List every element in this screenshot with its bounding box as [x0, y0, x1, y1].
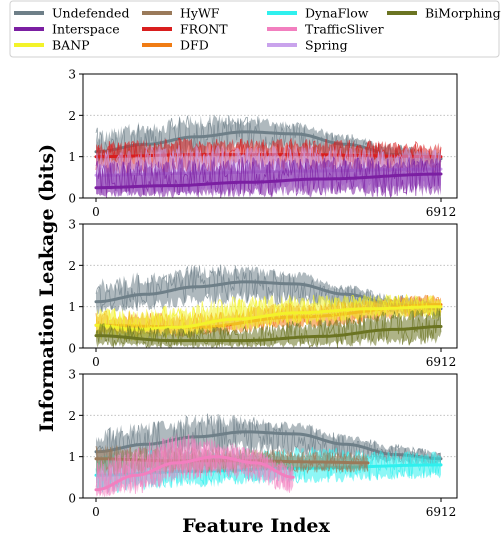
x-tick-label: 0 — [92, 205, 100, 219]
chart-panel-2: 0 1 2 3 0 6912 — [68, 218, 458, 369]
y-tick-label: 2 — [68, 109, 76, 123]
y-tick-label: 2 — [68, 259, 76, 273]
legend-label: FRONT — [180, 22, 228, 37]
legend-item-trafficsliver: TrafficSliver — [267, 22, 384, 37]
legend-label: Undefended — [52, 6, 129, 21]
series-trafficsliver — [94, 432, 295, 498]
series-trend-line — [94, 455, 295, 492]
series-raw-line — [95, 434, 294, 496]
legend-label: HyWF — [180, 6, 220, 21]
legend-item-banp: BANP — [14, 38, 90, 53]
y-tick-label: 0 — [68, 342, 76, 356]
legend-item-undefended: Undefended — [14, 6, 129, 21]
plot-area — [94, 413, 443, 498]
legend-label: Interspace — [52, 22, 120, 37]
legend-label: DynaFlow — [305, 6, 369, 21]
y-tick-label: 3 — [68, 368, 76, 382]
chart-panel-1: 0 1 2 3 0 6912 — [68, 68, 458, 219]
x-tick-label: 0 — [92, 355, 100, 369]
x-tick-label: 6912 — [426, 205, 457, 219]
series-interspace — [94, 156, 443, 198]
series-bimorphing — [94, 307, 443, 348]
y-tick-label: 0 — [68, 192, 76, 206]
legend-label: DFD — [180, 38, 209, 53]
legend-label: TrafficSliver — [305, 22, 384, 37]
legend-frame — [9, 0, 500, 58]
axes-frame — [82, 73, 458, 199]
series-trend-line — [94, 430, 443, 461]
y-tick-label: 0 — [68, 492, 76, 506]
series-trend-line — [94, 172, 443, 190]
legend-item-bimorphing: BiMorphing — [387, 6, 501, 21]
legend-item-interspace: Interspace — [14, 22, 120, 37]
series-raw-line — [95, 310, 442, 348]
y-tick-label: 1 — [68, 450, 76, 464]
y-tick-label: 2 — [68, 409, 76, 423]
y-tick-label: 3 — [68, 68, 76, 82]
y-axis-label: Information Leakage (bits) — [36, 144, 58, 432]
legend-item-dfd: DFD — [142, 38, 209, 53]
y-tick-label: 1 — [68, 150, 76, 164]
legend-item-spring: Spring — [267, 38, 348, 53]
legend-item-dynaflow: DynaFlow — [267, 6, 369, 21]
chart-panel-3: 0 1 2 3 0 6912 — [68, 368, 458, 519]
x-axis-label: Feature Index — [182, 515, 330, 537]
legend-item-hywf: HyWF — [142, 6, 220, 21]
legend-item-front: FRONT — [142, 22, 228, 37]
x-tick-label: 6912 — [426, 355, 457, 369]
y-tick-label: 1 — [68, 300, 76, 314]
series-trend-line — [94, 305, 443, 331]
series-trend-line — [94, 325, 443, 343]
axes-frame — [82, 223, 458, 349]
plot-area — [94, 264, 443, 348]
y-tick-label: 3 — [68, 218, 76, 232]
series-raw-line — [95, 293, 442, 341]
x-tick-label: 6912 — [426, 505, 457, 519]
legend-label: BiMorphing — [425, 6, 501, 21]
legend-label: Spring — [305, 38, 348, 53]
axes-frame — [82, 373, 458, 499]
plot-area — [94, 114, 443, 198]
legend-label: BANP — [52, 38, 90, 53]
x-tick-label: 0 — [92, 505, 100, 519]
